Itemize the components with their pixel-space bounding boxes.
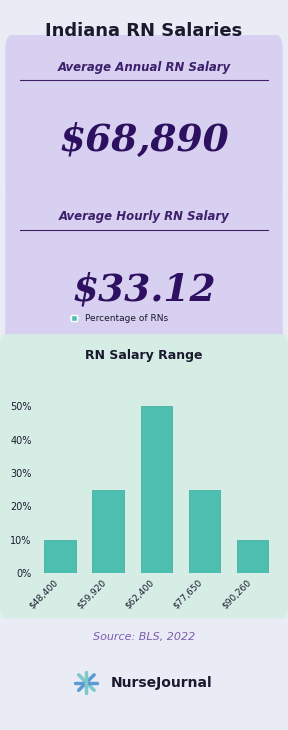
Bar [237,539,268,573]
Bar [189,490,220,573]
Text: NurseJournal: NurseJournal [111,675,212,690]
Text: Average Hourly RN Salary: Average Hourly RN Salary [59,210,229,223]
Text: $68,890: $68,890 [59,122,229,158]
FancyBboxPatch shape [0,334,288,618]
FancyBboxPatch shape [5,185,283,352]
FancyBboxPatch shape [5,35,283,202]
Text: $33.12: $33.12 [72,272,216,308]
Bar [141,407,172,573]
Text: Indiana RN Salaries: Indiana RN Salaries [46,22,242,39]
Text: RN Salary Range: RN Salary Range [85,349,203,362]
Legend: Percentage of RNs: Percentage of RNs [67,310,172,327]
Text: Source: BLS, 2022: Source: BLS, 2022 [93,631,195,642]
Bar [92,490,124,573]
Bar [44,539,76,573]
Text: Average Annual RN Salary: Average Annual RN Salary [57,61,231,74]
